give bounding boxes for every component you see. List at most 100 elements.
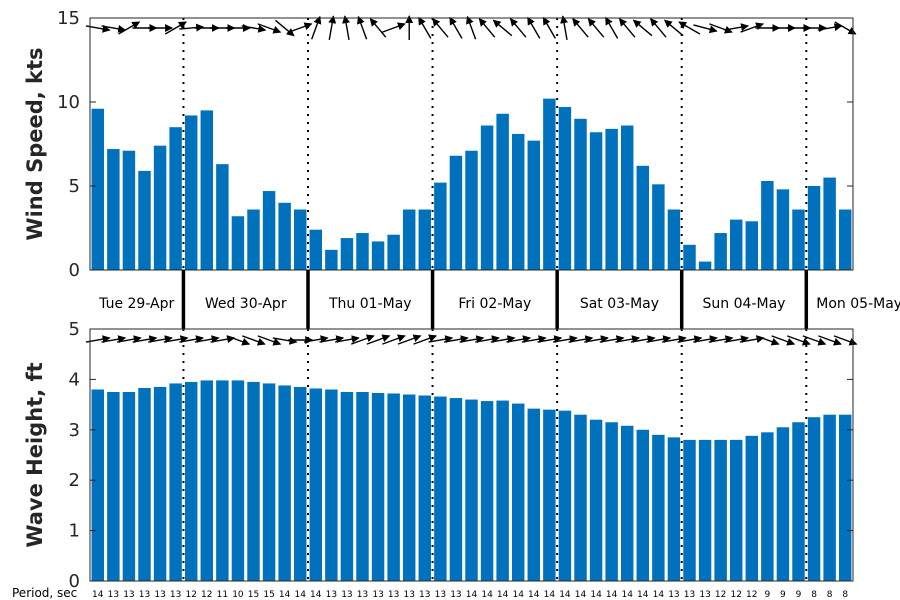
direction-arrow [492, 19, 513, 37]
direction-arrow [272, 336, 298, 345]
direction-arrow [342, 15, 350, 40]
direction-arrow [506, 335, 532, 344]
bar [138, 170, 151, 270]
bar [496, 113, 509, 270]
direction-arrow [630, 335, 656, 344]
bar [449, 398, 463, 581]
period-value: 13 [123, 590, 134, 600]
direction-arrow [572, 18, 589, 38]
period-value: 9 [796, 590, 802, 600]
period-value: 14 [92, 590, 104, 600]
bar [838, 414, 852, 581]
bar [480, 125, 494, 271]
period-value: 13 [170, 590, 181, 600]
bar [231, 216, 245, 270]
axes-box [89, 17, 854, 271]
wind-speed-panel: 0 5 10 15 Wind Speed, kts [23, 8, 857, 281]
direction-arrow [118, 21, 141, 35]
bar [761, 180, 774, 270]
bar [371, 241, 385, 270]
y-tick-label: 5 [69, 319, 80, 340]
bar [807, 186, 821, 270]
bar [387, 234, 400, 270]
y-tick-label: 0 [69, 571, 80, 592]
bar [153, 145, 167, 270]
bar [543, 98, 556, 270]
bar [418, 209, 432, 270]
bar [278, 385, 291, 581]
day-label: Wed 30-Apr [205, 296, 287, 312]
y-axis-title: Wind Speed, kts [23, 47, 47, 240]
period-value: 15 [248, 590, 259, 600]
period-value: 13 [357, 590, 368, 600]
bar [91, 108, 105, 270]
direction-arrow [459, 335, 485, 344]
direction-arrow [257, 23, 282, 34]
direction-arrow [568, 335, 594, 344]
bar [776, 189, 790, 270]
bar [620, 425, 634, 581]
day-label: Sat 03-May [580, 296, 659, 312]
period-value: 14 [606, 590, 618, 600]
period-value: 13 [154, 590, 165, 600]
direction-arrow [693, 335, 718, 344]
period-value: 14 [575, 590, 587, 600]
direction-arrow [275, 19, 295, 37]
y-axis-title: Wave Height, ft [23, 362, 47, 547]
bar [169, 383, 182, 581]
direction-arrow [288, 22, 313, 33]
y-tick-label: 3 [69, 420, 80, 441]
direction-arrow [678, 21, 701, 35]
period-value: 14 [621, 590, 633, 600]
bar [745, 435, 759, 581]
direction-arrow [709, 23, 733, 34]
direction-arrow [615, 335, 641, 344]
direction-arrow [542, 16, 556, 39]
bar [278, 202, 291, 270]
direction-arrow [428, 335, 454, 344]
direction-arrow [226, 335, 251, 346]
direction-arrow [599, 335, 625, 344]
period-value: 14 [590, 590, 602, 600]
bar [667, 437, 681, 581]
bar [776, 427, 790, 581]
bar [792, 209, 805, 270]
bar [122, 392, 136, 581]
period-value: 14 [279, 590, 291, 600]
bar [729, 219, 743, 270]
period-value: 9 [780, 590, 786, 600]
direction-arrow [708, 335, 734, 344]
period-value: 8 [827, 590, 833, 600]
direction-arrow [552, 335, 578, 344]
direction-arrow [724, 335, 750, 344]
bar [402, 394, 416, 581]
direction-arrow [179, 335, 205, 344]
bar [605, 422, 618, 581]
direction-arrow [194, 335, 220, 344]
period-value: 14 [294, 590, 306, 600]
direction-arrow [817, 23, 843, 32]
direction-arrow [834, 21, 857, 35]
period-value: 13 [388, 590, 399, 600]
bar [293, 209, 307, 270]
bar [589, 132, 603, 270]
bar [107, 149, 120, 270]
bar [729, 439, 743, 581]
y-tick-label: 2 [69, 470, 80, 491]
direction-arrow [802, 335, 827, 346]
period-value: 10 [232, 590, 244, 600]
bar [558, 410, 572, 581]
bar [216, 164, 229, 270]
period-value: 9 [764, 590, 770, 600]
period-value: 14 [653, 590, 665, 600]
direction-arrow [319, 335, 345, 344]
bar [262, 191, 276, 270]
bar [652, 434, 665, 581]
direction-arrow [101, 24, 127, 33]
bar [216, 380, 229, 581]
direction-arrow [755, 335, 780, 346]
direction-arrow [740, 22, 765, 33]
bar [636, 165, 650, 270]
direction-arrow [164, 21, 187, 35]
direction-arrow [537, 335, 563, 344]
